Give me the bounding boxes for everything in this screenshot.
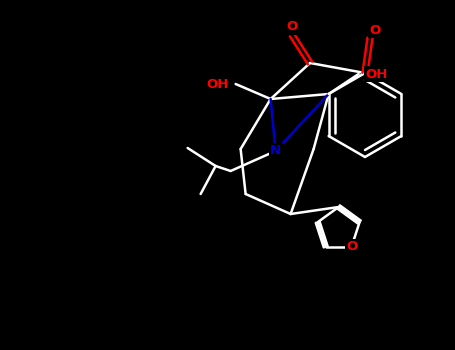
Text: O: O	[286, 21, 298, 34]
Text: OH: OH	[207, 77, 229, 91]
Text: N: N	[270, 145, 281, 158]
Text: O: O	[346, 240, 357, 253]
Text: O: O	[369, 23, 381, 36]
Text: OH: OH	[365, 68, 388, 80]
